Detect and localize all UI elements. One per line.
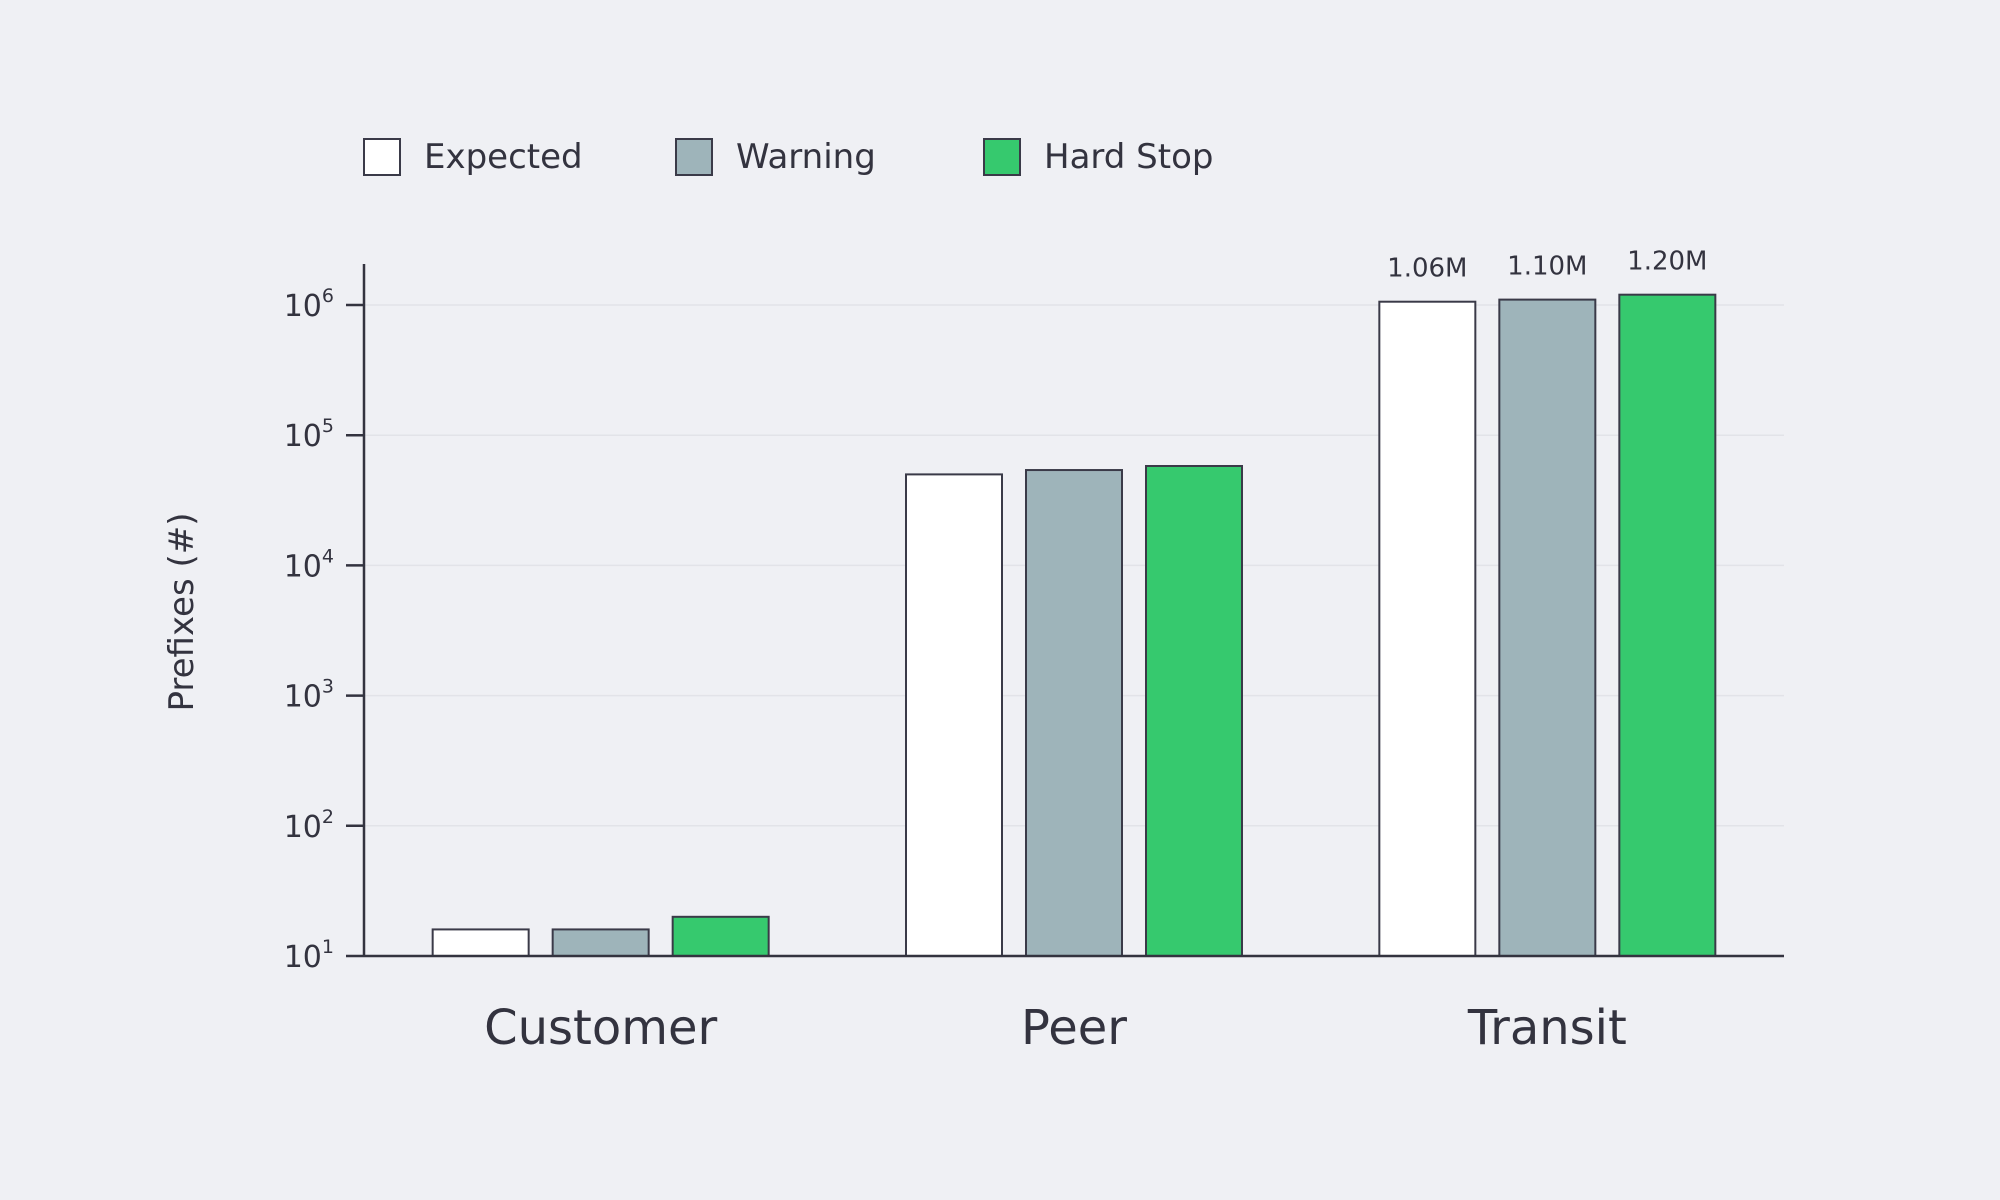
legend: Expected Warning Hard Stop	[363, 137, 1213, 177]
bar-hard-stop-transit	[1618, 293, 1717, 957]
bar-warning-customer	[551, 928, 650, 958]
legend-label: Hard Stop	[1044, 137, 1213, 177]
y-tick-label: 101	[284, 936, 334, 975]
bar-warning-peer	[1025, 469, 1123, 957]
y-axis-label: Prefixes (#)	[162, 512, 202, 711]
bar-warning-transit	[1498, 298, 1597, 958]
y-tick-label: 106	[284, 285, 334, 324]
bar-expected-customer	[431, 928, 530, 958]
bar-value-label: 1.06M	[1387, 254, 1467, 284]
y-tick-label: 104	[284, 545, 334, 584]
y-tick-label: 103	[284, 676, 334, 715]
x-category-label: Peer	[1021, 1000, 1127, 1056]
legend-swatch	[363, 138, 401, 176]
legend-label: Warning	[736, 137, 876, 177]
bars	[431, 293, 1717, 958]
y-tick-label: 102	[284, 806, 334, 845]
x-category-label: Customer	[484, 1000, 717, 1056]
y-tick-label: 105	[284, 415, 334, 454]
legend-swatch	[983, 138, 1021, 176]
bar-expected-peer	[905, 473, 1003, 957]
axes: 101 102 103 104 105 106 Customer Peer Transit	[284, 264, 1784, 1056]
bar-hard-stop-peer	[1145, 465, 1243, 957]
bar-value-label: 1.20M	[1627, 247, 1707, 277]
x-category-label: Transit	[1467, 1000, 1627, 1056]
bar-value-label: 1.10M	[1507, 252, 1587, 282]
bar-hard-stop-customer	[671, 915, 770, 958]
legend-label: Expected	[424, 137, 583, 177]
bar-expected-transit	[1378, 300, 1477, 957]
legend-swatch	[675, 138, 713, 176]
data-labels: 1.06M 1.10M 1.20M	[1387, 247, 1707, 284]
